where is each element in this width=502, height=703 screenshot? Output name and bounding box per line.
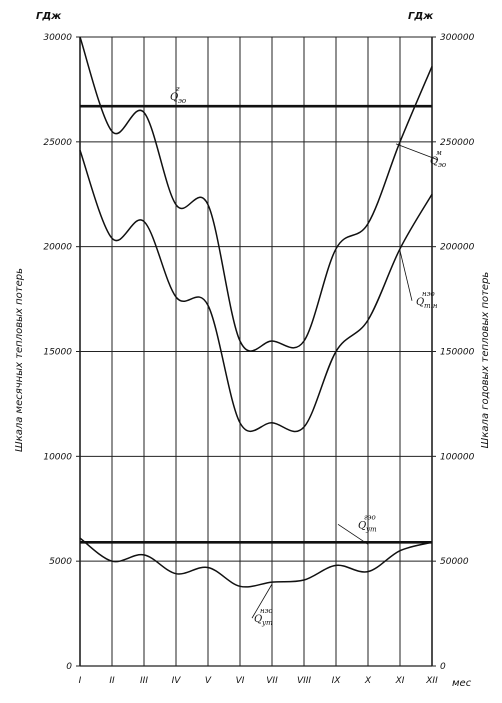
series-label-superscript: м bbox=[436, 149, 442, 157]
x-tick-label: I bbox=[79, 676, 82, 686]
label-leader-line bbox=[399, 250, 413, 301]
y-tick-label-left: 30000 bbox=[43, 33, 72, 43]
y-tick-label-right: 200000 bbox=[440, 243, 475, 253]
series-line-3 bbox=[79, 149, 433, 433]
series-label-base: Q bbox=[170, 92, 178, 103]
series-line-5 bbox=[79, 537, 433, 588]
series-label-subscript: эо bbox=[438, 161, 446, 169]
series-label-base: Q bbox=[430, 156, 438, 167]
series-label-superscript: нэо bbox=[260, 607, 273, 615]
tick-labels: 0500010000150002000025000300000500001000… bbox=[43, 33, 474, 686]
y-tick-label-right: 50000 bbox=[440, 557, 469, 567]
y-axis-right-label: Шкала годовых тепловых потерь bbox=[480, 272, 491, 449]
y-tick-label-left: 10000 bbox=[43, 452, 72, 462]
y-tick-label-left: 0 bbox=[66, 662, 72, 672]
series-label-superscript: гэо bbox=[364, 513, 376, 521]
y-tick-label-right: 100000 bbox=[440, 452, 475, 462]
series-label-base: Q bbox=[358, 520, 366, 531]
x-axis-label: мес bbox=[452, 678, 472, 689]
y-tick-label-left: 15000 bbox=[43, 348, 72, 358]
series-label-base: Q bbox=[416, 297, 424, 308]
series-label-superscript: г bbox=[176, 85, 180, 93]
x-tick-label: IV bbox=[172, 676, 182, 686]
series-line-2 bbox=[79, 36, 433, 352]
label-leader-line bbox=[395, 143, 439, 161]
label-leader-line bbox=[337, 523, 369, 545]
grid bbox=[76, 36, 436, 667]
x-tick-label: VI bbox=[236, 676, 245, 686]
right-unit-label: ГДж bbox=[408, 11, 434, 22]
series-lines bbox=[79, 36, 433, 588]
series-label-subscript: ут bbox=[365, 525, 377, 533]
series-label-subscript: т.н bbox=[424, 302, 438, 310]
label-leader-line bbox=[251, 583, 273, 619]
series-label-subscript: ут bbox=[261, 619, 273, 627]
left-unit-label: ГДж bbox=[36, 11, 62, 22]
series-label-base: Q bbox=[254, 614, 262, 625]
series-label-2: мQ эо bbox=[395, 143, 446, 169]
x-tick-label: XI bbox=[395, 676, 405, 686]
y-tick-label-right: 0 bbox=[440, 662, 446, 672]
y-tick-label-right: 150000 bbox=[440, 348, 475, 358]
x-tick-label: IX bbox=[332, 676, 342, 686]
y-tick-label-left: 5000 bbox=[49, 557, 72, 567]
y-axis-left-label: Шкала месячных тепловых потерь bbox=[14, 268, 25, 452]
y-tick-label-right: 250000 bbox=[440, 138, 475, 148]
series-label-superscript: нэо bbox=[422, 290, 435, 298]
y-tick-label-right: 300000 bbox=[440, 33, 475, 43]
y-tick-label-left: 20000 bbox=[43, 243, 72, 253]
series-label-subscript: эо bbox=[178, 97, 186, 105]
x-tick-label: VIII bbox=[297, 676, 311, 686]
x-tick-label: III bbox=[140, 676, 148, 686]
y-tick-label-left: 25000 bbox=[43, 138, 72, 148]
x-tick-label: XII bbox=[425, 676, 438, 686]
x-tick-label: X bbox=[364, 676, 372, 686]
x-tick-label: VII bbox=[266, 676, 278, 686]
series-label-1: гQ эо bbox=[170, 85, 186, 105]
x-tick-label: V bbox=[205, 676, 212, 686]
x-tick-label: II bbox=[109, 676, 115, 686]
